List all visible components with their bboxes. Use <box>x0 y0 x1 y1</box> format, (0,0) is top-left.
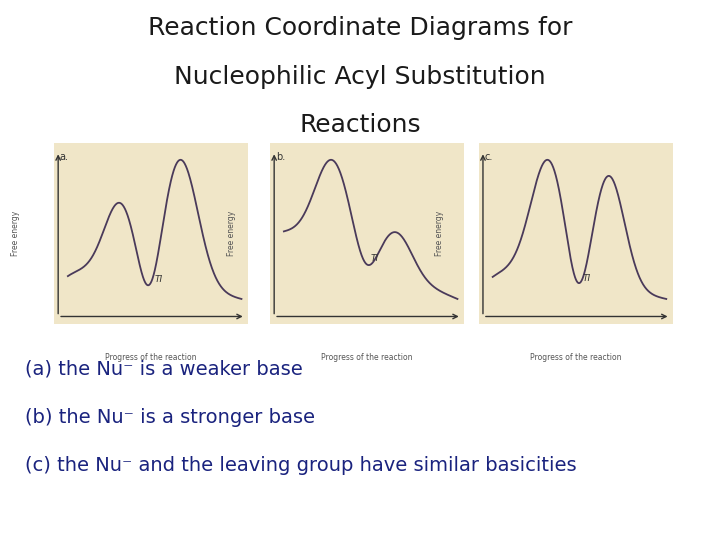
Text: (b) the Nu⁻ is a stronger base: (b) the Nu⁻ is a stronger base <box>25 408 315 427</box>
Text: Progress of the reaction: Progress of the reaction <box>530 353 622 362</box>
Text: Reaction Coordinate Diagrams for: Reaction Coordinate Diagrams for <box>148 16 572 40</box>
Text: (c) the Nu⁻ and the leaving group have similar basicities: (c) the Nu⁻ and the leaving group have s… <box>25 456 577 475</box>
Text: (a) the Nu⁻ is a weaker base: (a) the Nu⁻ is a weaker base <box>25 359 303 378</box>
Text: c.: c. <box>485 152 493 162</box>
Text: TI: TI <box>155 275 163 285</box>
Text: Progress of the reaction: Progress of the reaction <box>105 353 197 362</box>
Text: Free energy: Free energy <box>11 211 19 256</box>
Text: Progress of the reaction: Progress of the reaction <box>321 353 413 362</box>
Text: Nucleophilic Acyl Substitution: Nucleophilic Acyl Substitution <box>174 65 546 89</box>
Text: a.: a. <box>60 152 69 162</box>
Text: TI: TI <box>583 274 591 282</box>
Text: Free energy: Free energy <box>227 211 235 256</box>
Text: Free energy: Free energy <box>436 211 444 256</box>
Text: Reactions: Reactions <box>300 113 420 137</box>
Text: b.: b. <box>276 152 285 162</box>
Text: TI: TI <box>371 254 379 263</box>
